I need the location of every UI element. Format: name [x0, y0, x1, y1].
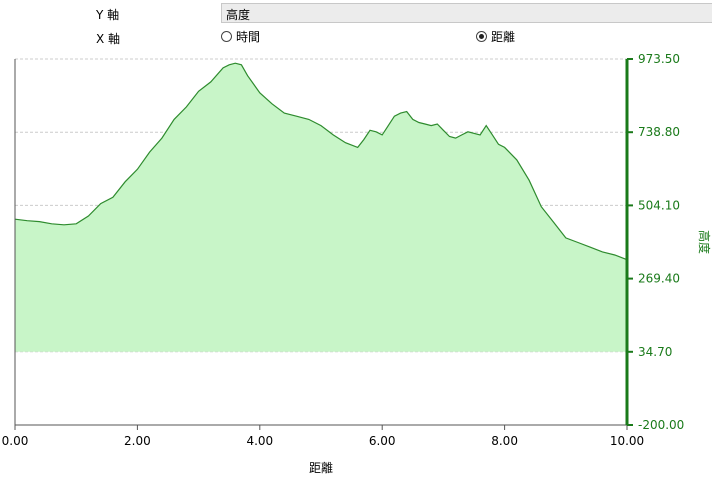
y-tick-label: 738.80: [638, 125, 680, 139]
x-tick-label: 6.00: [369, 434, 396, 448]
y-tick-label: 504.10: [638, 198, 680, 212]
x-tick-labels: 0.00 2.00 4.00 6.00 8.00 10.00: [2, 425, 644, 448]
radio-distance-label: 距離: [491, 30, 516, 44]
y-axis-title: 高度: [697, 230, 712, 254]
x-axis-radio-distance[interactable]: 距離: [476, 28, 515, 45]
y-tick-label: 34.70: [638, 345, 672, 359]
x-axis-radio-time[interactable]: 時間: [221, 28, 260, 45]
x-tick-label: 10.00: [610, 434, 644, 448]
elevation-area-fill: [15, 63, 627, 352]
x-tick-label: 2.00: [124, 434, 151, 448]
y-tick-labels: 973.50 738.80 504.10 269.40 34.70 -200.00: [627, 52, 684, 432]
y-tick-label: 973.50: [638, 52, 680, 66]
x-axis-title: 距離: [309, 461, 333, 475]
x-tick-label: 0.00: [2, 434, 29, 448]
radio-time-label: 時間: [236, 30, 261, 44]
y-tick-label: 269.40: [638, 272, 680, 286]
radio-distance-circle[interactable]: [476, 31, 487, 42]
x-axis-selector-label: X 軸: [96, 32, 121, 46]
elevation-line: [14, 62, 628, 261]
y-tick-label: -200.00: [638, 418, 684, 432]
radio-time-circle[interactable]: [221, 31, 232, 42]
y-axis-select[interactable]: 高度: [221, 3, 712, 23]
x-tick-label: 8.00: [491, 434, 518, 448]
x-tick-label: 4.00: [246, 434, 273, 448]
y-axis-selector-label: Y 軸: [96, 8, 120, 22]
